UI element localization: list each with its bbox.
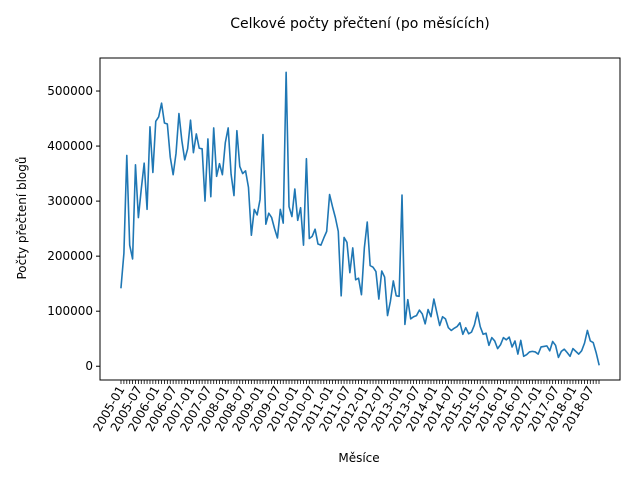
y-axis-label: Počty přečtení blogů [15, 157, 29, 280]
x-axis-label: Měsíce [338, 451, 379, 465]
plot-area: 01000002000003000004000005000002005-0120… [47, 57, 621, 434]
chart-title: Celkové počty přečtení (po měsících) [230, 16, 490, 32]
y-tick-label: 100000 [47, 304, 93, 318]
y-tick-label: 200000 [47, 249, 93, 263]
y-tick-label: 300000 [47, 194, 93, 208]
y-tick-label: 0 [85, 359, 93, 373]
y-tick-label: 400000 [47, 139, 93, 153]
plot-frame [99, 57, 621, 381]
y-tick-label: 500000 [47, 84, 93, 98]
series-line [120, 71, 600, 366]
